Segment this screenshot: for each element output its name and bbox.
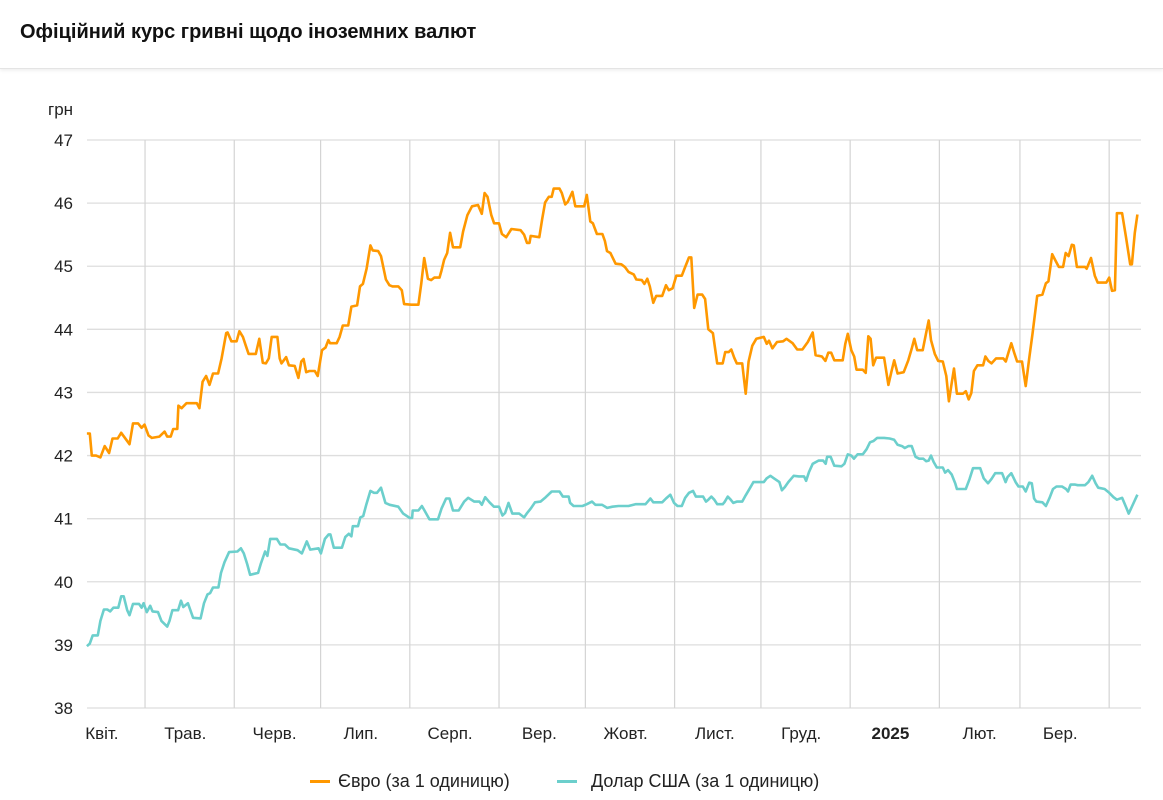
x-tick-label: Черв. <box>253 724 297 743</box>
x-tick-label: Лип. <box>344 724 379 743</box>
x-tick-label: Лют. <box>963 724 997 743</box>
legend-item-usd[interactable]: Долар США (за 1 одиницю) <box>557 771 819 792</box>
y-tick-label: 41 <box>54 510 73 529</box>
x-tick-label: Бер. <box>1043 724 1078 743</box>
y-tick-label: 45 <box>54 257 73 276</box>
y-axis-label: грн <box>48 100 73 119</box>
euro-series-line <box>86 187 1139 459</box>
series-lines <box>86 187 1139 648</box>
legend-label-usd: Долар США (за 1 одиницю) <box>591 771 820 791</box>
usd-series-line <box>86 436 1139 648</box>
usd-line-swatch-icon <box>557 780 577 783</box>
y-tick-label: 38 <box>54 699 73 718</box>
y-tick-label: 46 <box>54 194 73 213</box>
x-tick-label: Жовт. <box>604 724 648 743</box>
grid <box>87 139 1141 709</box>
y-ticks: 38 39 40 41 42 43 44 45 46 47 <box>54 131 73 718</box>
x-tick-label: Квіт. <box>85 724 118 743</box>
legend: Євро (за 1 одиницю) Долар США (за 1 один… <box>0 771 1163 797</box>
y-tick-label: 44 <box>54 320 73 339</box>
x-tick-label: Лист. <box>695 724 735 743</box>
x-ticks: Квіт. Трав. Черв. Лип. Серп. Вер. Жовт. Лист. Гр… <box>85 724 1077 743</box>
legend-item-euro[interactable]: Євро (за 1 одиницю) <box>310 771 510 792</box>
y-tick-label: 42 <box>54 447 73 466</box>
y-tick-label: 39 <box>54 636 73 655</box>
x-tick-label: Вер. <box>522 724 557 743</box>
legend-label-euro: Євро (за 1 одиницю) <box>338 771 510 791</box>
x-tick-label: Трав. <box>164 724 206 743</box>
y-tick-label: 47 <box>54 131 73 150</box>
chart-header: Офіційний курс гривні щодо іноземних вал… <box>0 0 1163 69</box>
y-tick-label: 43 <box>54 383 73 402</box>
x-tick-label: Груд. <box>781 724 821 743</box>
euro-line-swatch-icon <box>310 780 330 783</box>
y-tick-label: 40 <box>54 573 73 592</box>
x-tick-label: 2025 <box>872 724 910 743</box>
page-title: Офіційний курс гривні щодо іноземних вал… <box>20 21 477 43</box>
x-tick-label: Серп. <box>428 724 473 743</box>
